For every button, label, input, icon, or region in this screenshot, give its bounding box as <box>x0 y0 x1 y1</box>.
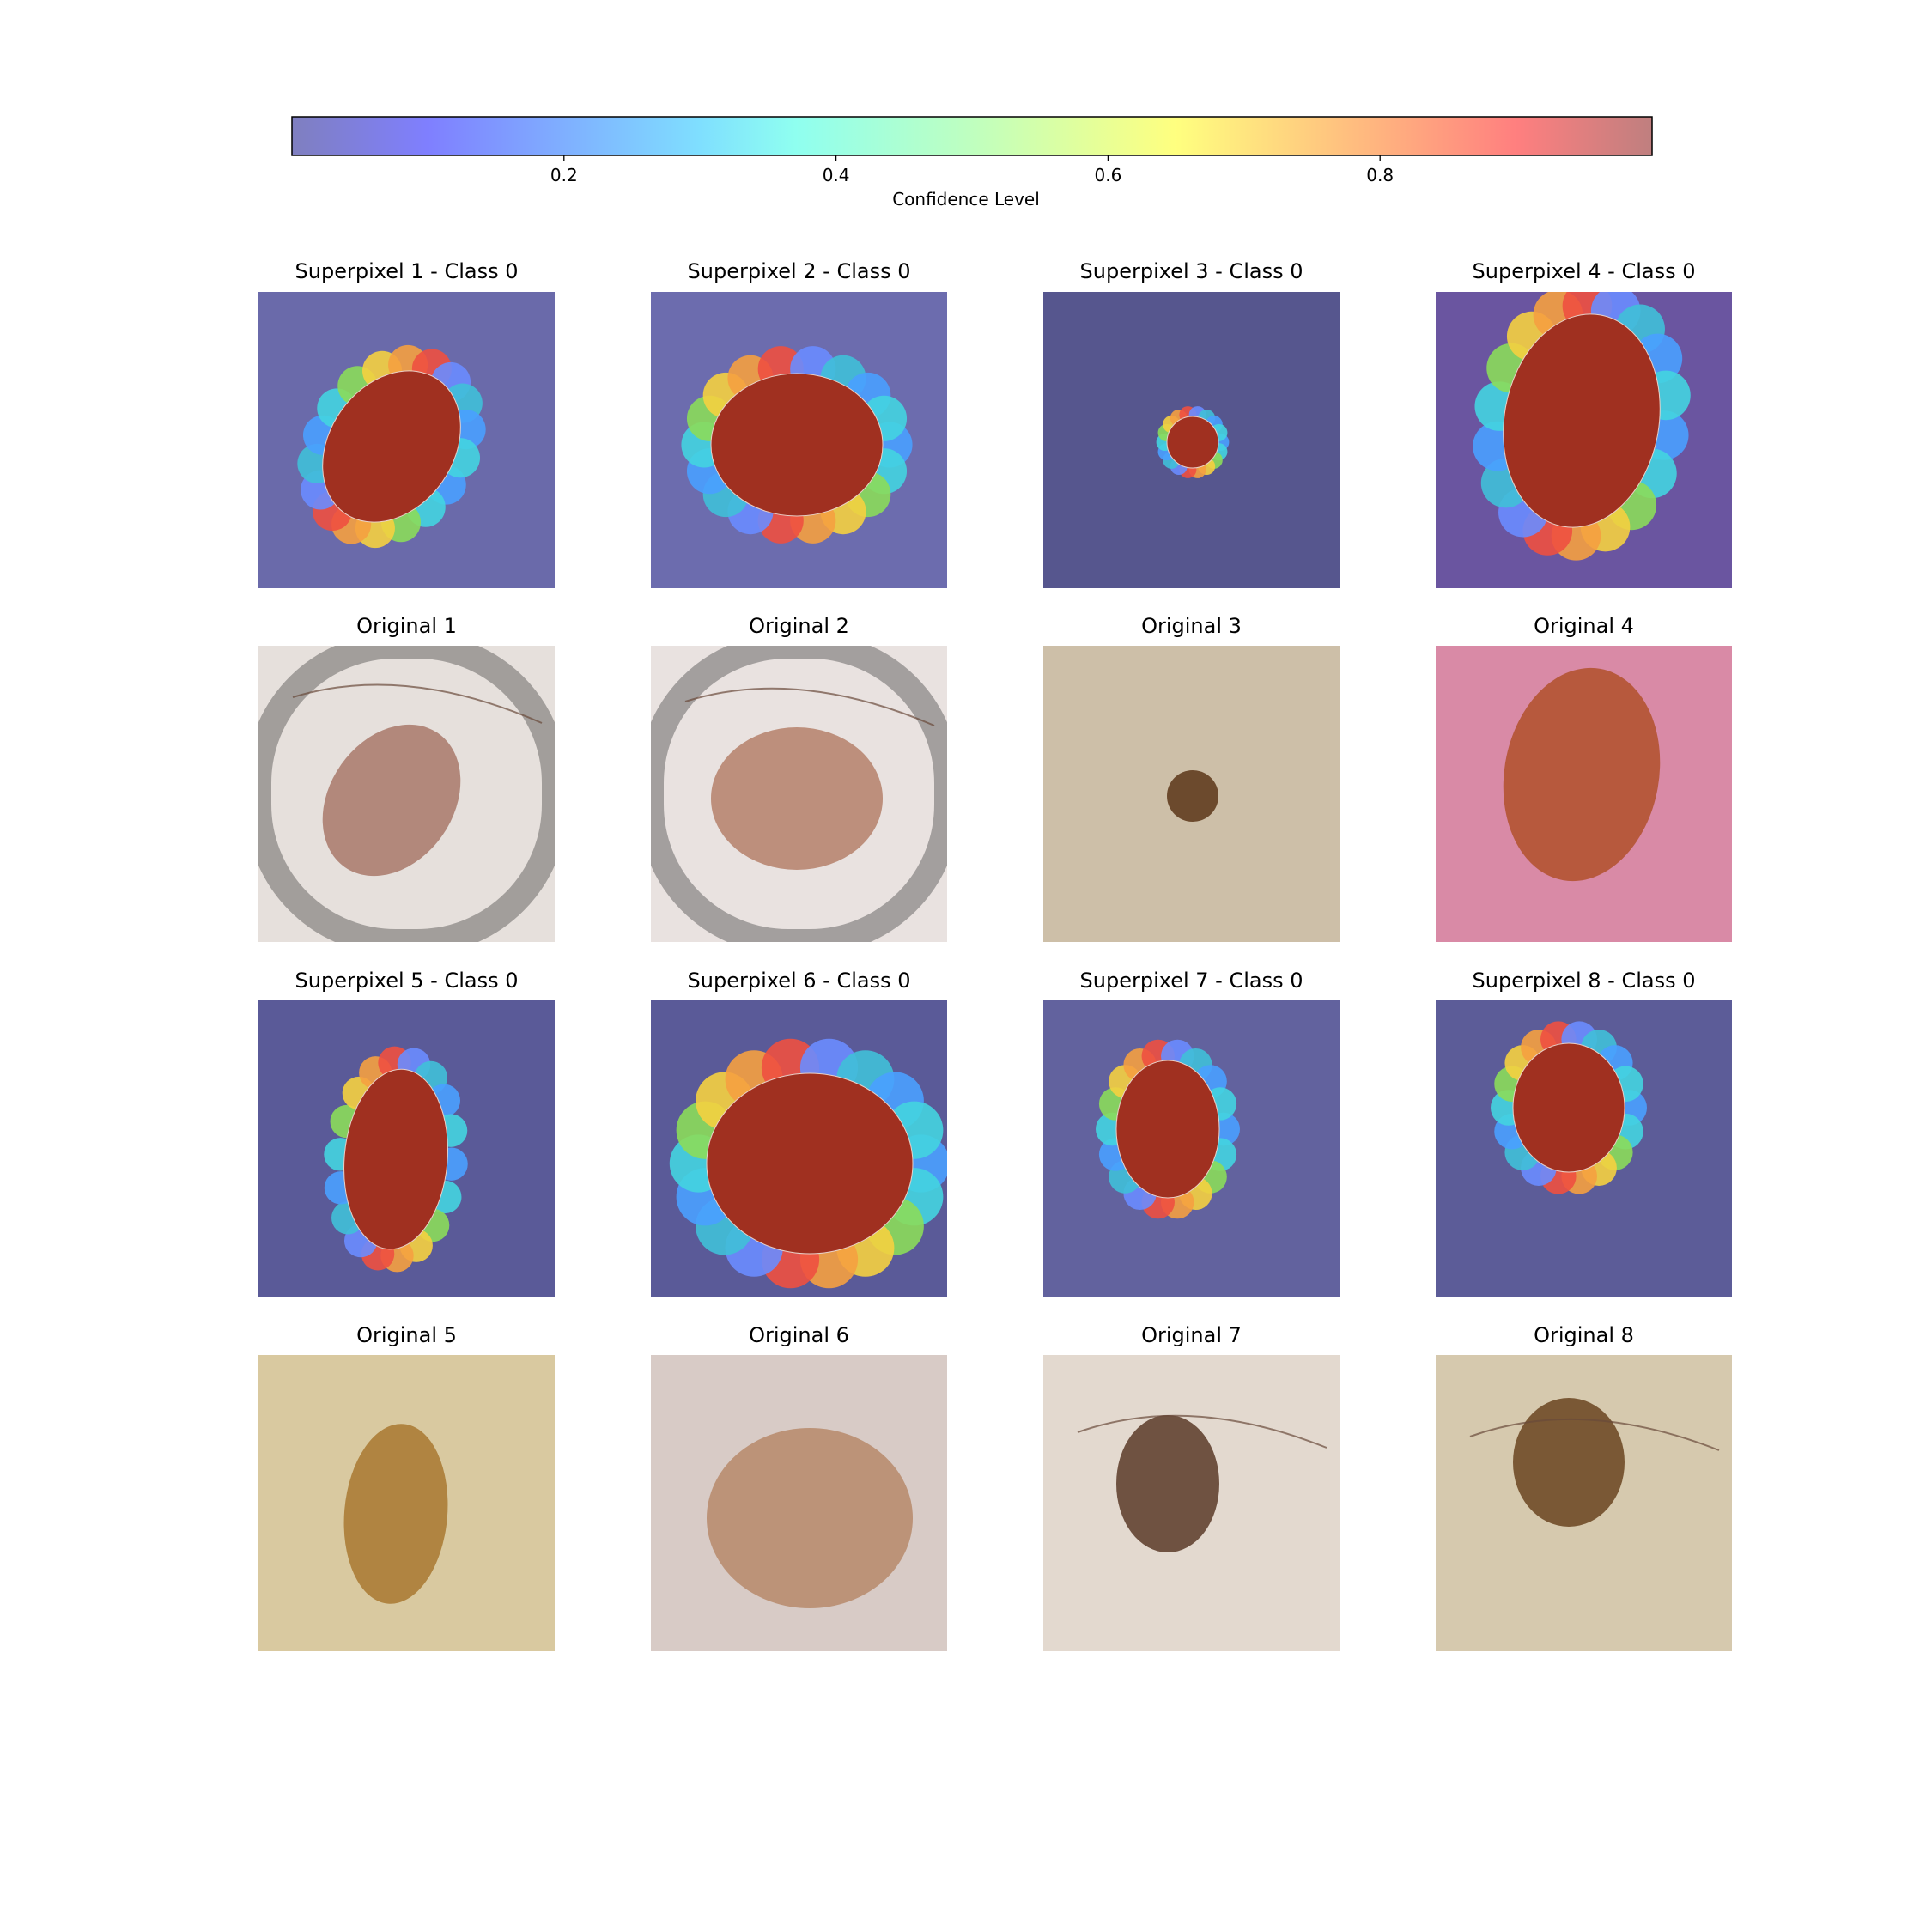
high-confidence-region <box>1512 1042 1625 1173</box>
superpixel-panel-title: Superpixel 4 - Class 0 <box>1472 259 1696 283</box>
superpixel-panel-title: Superpixel 5 - Class 0 <box>295 969 519 993</box>
original-panel-title: Original 6 <box>749 1323 849 1347</box>
superpixel-overlay-image <box>1436 292 1732 588</box>
original-panel-title: Original 4 <box>1534 614 1634 638</box>
superpixel-overlay-image <box>651 1000 947 1297</box>
hair-strand <box>292 683 543 724</box>
superpixel-overlay-image <box>1043 1000 1340 1297</box>
high-confidence-region <box>1115 1060 1220 1199</box>
superpixel-overlay-image <box>651 292 947 588</box>
high-confidence-region <box>322 370 461 523</box>
colorbar-tick-label: 0.8 <box>1366 165 1394 185</box>
high-confidence-region <box>1503 313 1661 528</box>
superpixel-panel-title: Superpixel 6 - Class 0 <box>687 969 911 993</box>
high-confidence-region <box>343 1068 448 1250</box>
superpixel-panel-title: Superpixel 3 - Class 0 <box>1079 259 1303 283</box>
high-confidence-region <box>710 373 884 517</box>
colorbar-tick-label: 0.6 <box>1094 165 1121 185</box>
colorbar-graphic: 0.2 0.4 0.6 0.8 <box>291 116 1653 185</box>
colorbar-tick-label: 0.2 <box>550 165 578 185</box>
original-lesion-image <box>651 1355 947 1651</box>
original-lesion-image <box>258 646 555 942</box>
superpixel-overlay-image <box>258 292 555 588</box>
skin-lesion <box>322 724 461 877</box>
high-confidence-region <box>706 1072 914 1255</box>
hair-strand <box>1077 1414 1327 1449</box>
superpixel-panel-title: Superpixel 7 - Class 0 <box>1079 969 1303 993</box>
skin-lesion <box>1513 1398 1625 1527</box>
original-lesion-image <box>1043 646 1340 942</box>
superpixel-overlay-image <box>258 1000 555 1297</box>
original-panel-title: Original 3 <box>1141 614 1242 638</box>
skin-lesion <box>343 1424 448 1604</box>
superpixel-panel-title: Superpixel 8 - Class 0 <box>1472 969 1696 993</box>
high-confidence-region <box>1166 416 1219 469</box>
original-lesion-image <box>1436 646 1732 942</box>
hair-strand <box>684 687 935 726</box>
colorbar-label: Confidence Level <box>892 189 1040 210</box>
original-lesion-image <box>258 1355 555 1651</box>
skin-lesion <box>711 727 883 870</box>
colorbar-gradient <box>291 116 1653 156</box>
colorbar: 0.2 0.4 0.6 0.8 Confidence Level <box>0 0 1932 223</box>
superpixel-overlay-image <box>1436 1000 1732 1297</box>
original-panel-title: Original 5 <box>356 1323 457 1347</box>
skin-lesion <box>1116 1415 1219 1552</box>
original-panel-title: Original 1 <box>356 614 457 638</box>
superpixel-panel-title: Superpixel 2 - Class 0 <box>687 259 911 283</box>
original-panel-title: Original 8 <box>1534 1323 1634 1347</box>
original-lesion-image <box>1436 1355 1732 1651</box>
original-lesion-image <box>651 646 947 942</box>
original-lesion-image <box>1043 1355 1340 1651</box>
superpixel-panel-title: Superpixel 1 - Class 0 <box>295 259 519 283</box>
skin-lesion <box>707 1428 913 1608</box>
superpixel-overlay-image <box>1043 292 1340 588</box>
original-panel-title: Original 7 <box>1141 1323 1242 1347</box>
hair-strand <box>1469 1418 1720 1451</box>
skin-lesion <box>1503 667 1661 882</box>
colorbar-tick-label: 0.4 <box>823 165 850 185</box>
skin-lesion <box>1167 770 1218 822</box>
original-panel-title: Original 2 <box>749 614 849 638</box>
